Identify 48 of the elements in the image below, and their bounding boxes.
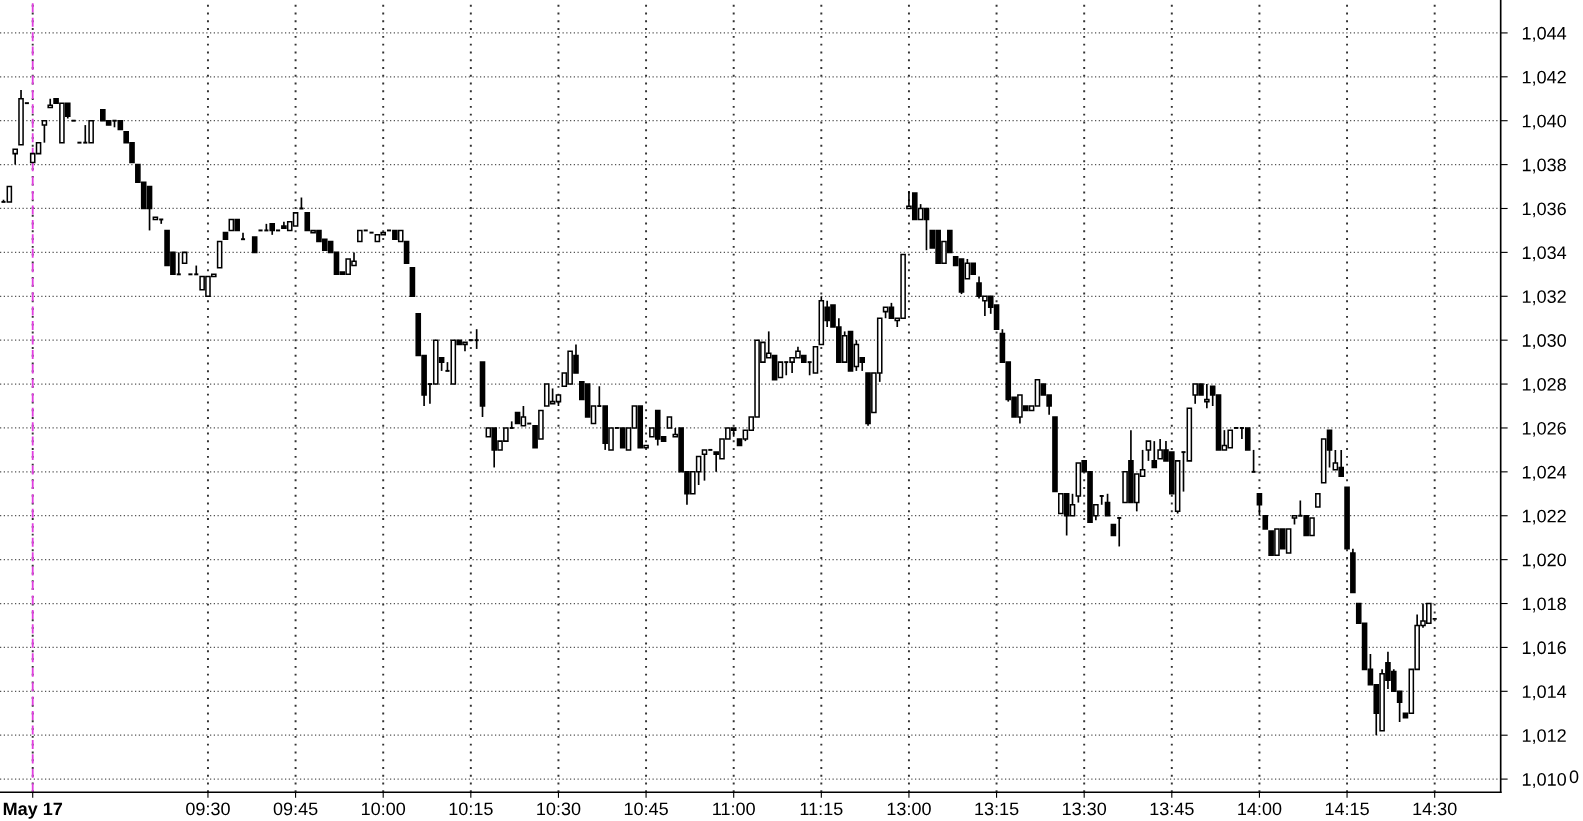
x-tick-label: 10:15 — [449, 802, 493, 816]
y-tick-label: 1,020 — [1522, 553, 1566, 569]
x-tick-label: 11:15 — [800, 802, 843, 816]
x-tick-label: 14:30 — [1413, 802, 1457, 816]
candlestick — [473, 328, 480, 350]
y-tick-label: 1,040 — [1522, 114, 1566, 130]
x-tick-label: 10:30 — [537, 802, 581, 816]
candlestick — [1151, 440, 1158, 469]
y-tick-label: 1,042 — [1522, 70, 1566, 86]
x-tick-label: 10:45 — [624, 802, 668, 816]
y-tick-label: 1,024 — [1522, 465, 1567, 481]
candlestick — [1116, 516, 1123, 548]
y-tick-label: 1,038 — [1522, 158, 1566, 174]
candlestick — [41, 119, 48, 144]
y-tick-label: 1,026 — [1522, 421, 1566, 437]
x-tick-label: 13:45 — [1150, 802, 1194, 816]
candlestick — [1244, 427, 1251, 451]
x-tick-label: 13:15 — [975, 802, 1019, 816]
candlestick — [1104, 492, 1111, 517]
y-tick-label: 1,034 — [1522, 246, 1567, 262]
y-tick-label: 1,028 — [1522, 378, 1566, 393]
candlestick — [193, 264, 200, 276]
y-tick-label: 1,014 — [1522, 685, 1567, 701]
candlestick — [701, 449, 708, 482]
candlestick — [1256, 492, 1263, 517]
y-tick-label: 1,032 — [1522, 290, 1566, 306]
x-tick-label: 13:00 — [887, 802, 931, 816]
y-tick-label: 1,012 — [1522, 729, 1566, 745]
x-tick-label: 09:45 — [273, 802, 318, 816]
x-tick-label: 14:00 — [1238, 802, 1282, 816]
text: 0 — [1569, 770, 1579, 784]
candlestick — [1250, 449, 1257, 473]
y-tick-label: 1,016 — [1522, 641, 1566, 657]
candlestick — [1204, 383, 1210, 410]
y-tick-label: 1,036 — [1522, 202, 1566, 218]
candlestick — [1098, 495, 1105, 506]
x-tick-label: 13:30 — [1062, 802, 1107, 816]
x-tick-label: 14:15 — [1325, 802, 1369, 816]
y-tick-label: 1,022 — [1522, 509, 1566, 525]
candlestick — [1145, 440, 1152, 462]
x-tick-label: 10:00 — [361, 802, 406, 816]
y-tick-label: 1,030 — [1522, 334, 1566, 350]
y-tick-label: 1,010 — [1522, 773, 1566, 788]
x-tick-label: 11:00 — [713, 802, 755, 816]
x-tick-label: 09:30 — [186, 802, 230, 816]
y-tick-label: 1,018 — [1522, 597, 1566, 613]
y-tick-label: 1,044 — [1522, 26, 1567, 42]
x-tick-label: May 17 — [3, 802, 63, 819]
